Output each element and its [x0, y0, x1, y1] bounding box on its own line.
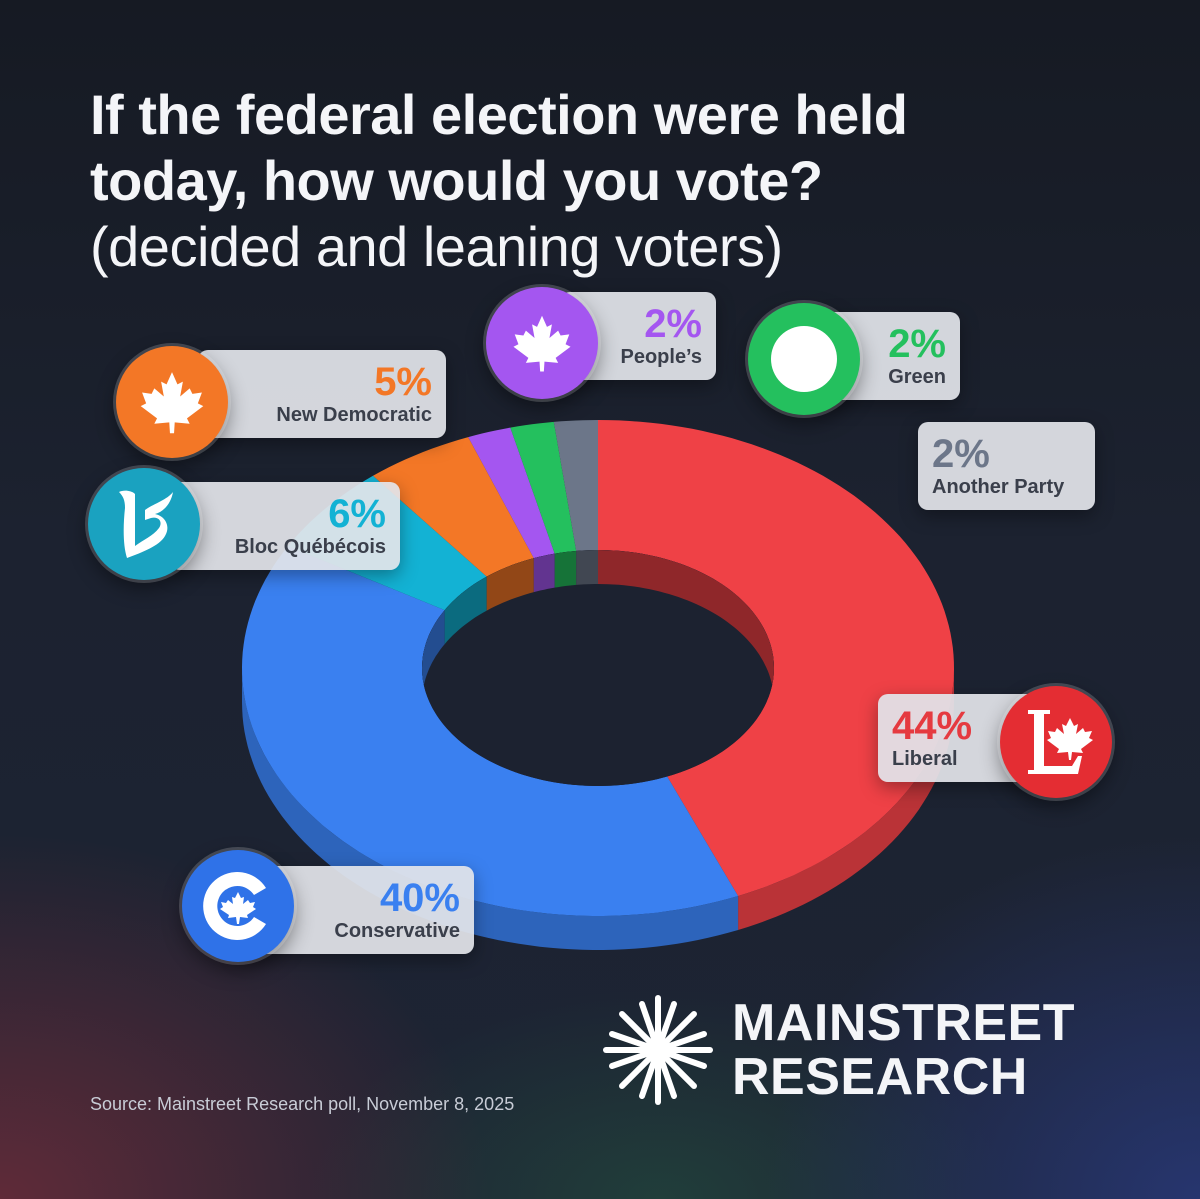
slice-conservative: [242, 546, 739, 916]
slice-inner-green: [554, 550, 577, 588]
donut-slices: [422, 550, 774, 702]
slice-another-party: [553, 420, 598, 551]
mainstreet-star-icon: [603, 995, 713, 1105]
mainstreet-research-logo: MAINSTREET RESEARCH: [598, 990, 1075, 1110]
green-logo: [748, 303, 860, 415]
label-name: Another Party: [932, 476, 1065, 498]
label-name: Green: [888, 366, 946, 388]
chart-title: If the federal election were held today,…: [90, 82, 1130, 280]
maple-leaf-icon: [140, 372, 204, 434]
slice-inner-conservative: [422, 610, 445, 702]
title-line-2: today, how would you vote?: [90, 149, 823, 212]
bloc-logo-icon: [119, 490, 173, 558]
label-value: 44%: [892, 704, 973, 748]
slice-inner-liberal: [598, 550, 774, 702]
label-value: 40%: [379, 876, 460, 920]
slice-inner-people-s: [533, 553, 555, 593]
brand-line-2: RESEARCH: [732, 1048, 1028, 1106]
donut-hole: [422, 550, 774, 786]
slice-inner-new-democratic: [486, 558, 534, 611]
label-value: 2%: [644, 302, 702, 346]
label-value: 2%: [888, 322, 946, 366]
label-name: Conservative: [334, 920, 460, 942]
liberal-logo-icon: [1028, 710, 1093, 774]
label-value: 5%: [374, 360, 432, 404]
conservative-logo-icon: [203, 872, 266, 940]
slice-new-democratic: [373, 437, 534, 577]
title-line-3: (decided and leaning voters): [90, 215, 783, 278]
source-note: Source: Mainstreet Research poll, Novemb…: [90, 1094, 515, 1114]
conservative-logo: [182, 850, 294, 962]
slice-inner-another-party: [576, 550, 598, 585]
slice-green: [510, 421, 577, 554]
slice-side-liberal: [738, 668, 954, 930]
label-new-democratic: 5% New Democratic: [198, 350, 446, 438]
peoples-logo: [486, 287, 598, 399]
slice-inner-bloc-qu-b-cois: [444, 576, 487, 645]
green-circle-icon: [771, 326, 837, 392]
bloc-logo: [88, 468, 200, 580]
label-name: Liberal: [892, 748, 958, 770]
label-value: 6%: [328, 492, 386, 536]
label-name: Bloc Québécois: [234, 536, 386, 558]
label-value: 2%: [932, 432, 990, 476]
slice-people-s: [468, 427, 555, 559]
brand-wordmark: MAINSTREET RESEARCH: [732, 996, 1075, 1104]
label-name: People’s: [620, 346, 702, 368]
label-bloc: 6% Bloc Québécois: [170, 482, 400, 570]
new-democratic-logo: [116, 346, 228, 458]
slice-liberal: [598, 420, 954, 896]
label-name: New Democratic: [276, 404, 432, 426]
brand-line-1: MAINSTREET: [732, 994, 1075, 1052]
maple-leaf-icon: [513, 315, 571, 372]
title-line-1: If the federal election were held: [90, 83, 908, 146]
liberal-logo: [1000, 686, 1112, 798]
label-another-party: 2% Another Party: [918, 422, 1095, 510]
